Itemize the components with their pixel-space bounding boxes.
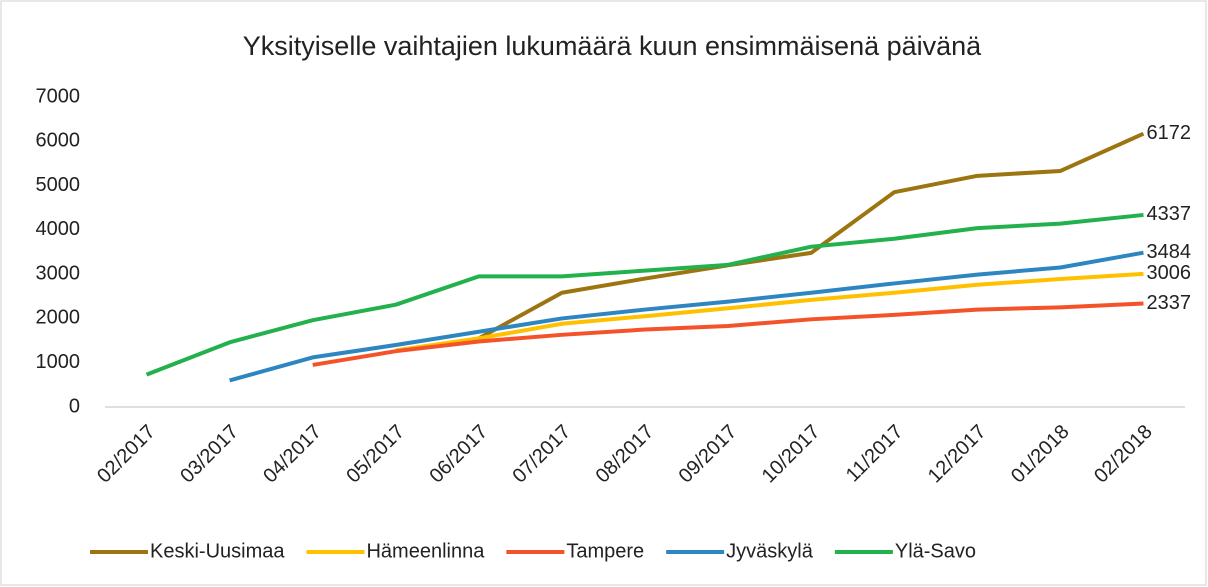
legend-label: Keski-Uusimaa — [150, 540, 285, 562]
y-tick-label: 5000 — [36, 174, 81, 196]
end-label: 6172 — [1146, 122, 1191, 144]
y-tick-label: 3000 — [36, 262, 81, 284]
y-tick-label: 0 — [69, 395, 80, 417]
series-line — [312, 301, 1144, 367]
y-tick-label: 2000 — [36, 307, 81, 329]
end-label: 3006 — [1146, 262, 1191, 284]
legend-label: Hämeenlinna — [366, 540, 485, 562]
end-label: 3484 — [1146, 241, 1191, 263]
y-tick-label: 1000 — [36, 351, 81, 373]
series-line — [229, 250, 1144, 383]
legend-label: Ylä-Savo — [895, 540, 976, 562]
legend-label: Tampere — [566, 540, 644, 562]
y-tick-label: 4000 — [36, 218, 81, 240]
legend-label: Jyväskylä — [726, 540, 814, 562]
series-line — [477, 131, 1145, 341]
series-line — [145, 212, 1144, 377]
series-line — [395, 271, 1144, 353]
y-tick-label: 6000 — [36, 130, 81, 152]
y-tick-label: 7000 — [36, 85, 81, 107]
end-label: 2337 — [1146, 292, 1191, 314]
chart-title: Yksityiselle vaihtajien lukumäärä kuun e… — [243, 31, 982, 61]
end-label: 4337 — [1146, 203, 1191, 225]
